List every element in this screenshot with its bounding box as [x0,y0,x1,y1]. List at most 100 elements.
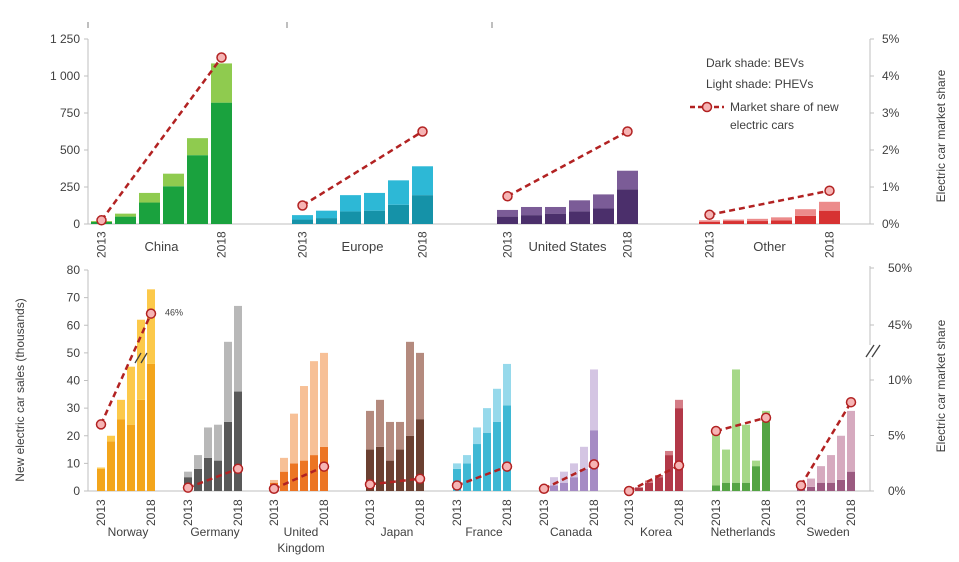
bar-bev-sweden [847,471,855,491]
top-y2-tick-label: 2% [882,143,900,157]
bottom-x-tick-label: 2013 [181,499,195,526]
bar-phev-norway [107,435,115,442]
bar-bev-norway [97,468,105,491]
share-line-china [100,56,223,222]
bar-phev-united-states [545,206,566,214]
bar-bev-france [493,421,501,491]
bar-phev-europe [292,215,313,220]
bar-bev-united-states [521,215,542,224]
legend-phev-text: Light shade: PHEVs [706,77,813,91]
share-marker [704,209,715,220]
top-x-tick-label: 2013 [296,231,310,258]
bottom-group-label: France [465,525,503,539]
bar-phev-norway [117,399,125,420]
bar-bev-united [280,471,288,491]
share-marker [318,461,330,472]
bar-phev-france [503,363,511,406]
share-line-europe [301,130,424,207]
bar-bev-norway [117,419,125,491]
bottom-y-tick-label: 70 [67,291,81,305]
bar-bev-sweden [807,486,815,491]
bar-phev-japan [396,421,404,450]
bottom-group-label: Netherlands [711,525,776,539]
bottom-y-tick-label: 80 [67,263,81,277]
bar-bev-korea [645,482,653,491]
bar-phev-korea [665,450,673,456]
top-y2-axis-title: Electric car market share [934,69,948,202]
share-line-norway [99,313,153,425]
bar-phev-netherlands [712,427,720,486]
bar-phev-other [819,201,840,211]
bar-phev-korea [635,487,643,488]
share-marker [232,463,244,475]
bar-bev-germany [224,421,232,491]
share-line-break-mark [140,352,148,364]
bar-phev-japan [376,399,384,447]
bar-phev-netherlands [722,449,730,483]
share-line-sweden [799,401,853,487]
bar-phev-japan [386,421,394,461]
share-marker [760,412,772,423]
bottom-y-tick-label: 50 [67,346,81,360]
top-x-tick-label: 2018 [621,231,635,258]
share-marker [268,483,280,495]
bar-bev-norway [107,441,115,491]
bottom-group-label: Korea [640,525,672,539]
bar-phev-united-states [497,209,518,217]
top-y2-tick-label: 1% [882,180,900,194]
bar-bev-europe [292,219,313,224]
bar-bev-france [503,405,511,491]
bar-phev-other [747,218,768,222]
top-y-tick-label: 500 [60,143,80,157]
bar-bev-germany [194,468,202,491]
bar-bev-japan [376,446,384,491]
bar-bev-netherlands [742,482,750,491]
bar-phev-norway [97,467,105,469]
bar-phev-sweden [847,410,855,472]
bar-phev-germany [224,341,232,422]
share-marker [216,52,227,63]
bar-phev-other [723,219,744,222]
bar-bev-korea [655,477,663,491]
share-marker [182,482,194,493]
bar-phev-canada [590,369,598,431]
bottom-x-tick-label: 2013 [94,499,108,526]
bar-bev-china [187,155,208,224]
bottom-x-tick-label: 2018 [500,499,514,526]
share-marker [95,419,107,430]
share-line-germany [187,467,239,489]
bar-bev-sweden [827,482,835,491]
bar-bev-europe [388,204,409,224]
bar-bev-germany [234,391,242,491]
bottom-y-tick-label: 20 [67,429,81,443]
bar-phev-united-states [569,200,590,212]
bar-phev-europe [364,192,385,211]
top-x-tick-label: 2018 [823,231,837,258]
bar-bev-japan [396,449,404,491]
share-marker [96,215,107,226]
bottom-group-label: Norway [108,525,149,539]
bar-bev-united-states [617,189,638,224]
top-x-tick-label: 2018 [215,231,229,258]
top-group-label: Europe [342,239,384,254]
bar-phev-united [310,361,318,456]
bottom-x-tick-label: 2013 [709,499,723,526]
share-line-japan [369,477,421,486]
legend-share-text-2: electric cars [730,118,794,132]
share-marker [623,485,635,497]
bar-phev-china [115,213,136,217]
share-marker [414,473,426,485]
bottom-y-tick-label: 0 [73,484,80,498]
share-annotation: 46% [165,308,183,318]
bottom-y2-tick-label: 45% [888,318,912,332]
top-y-tick-label: 1 000 [50,69,80,83]
bar-phev-japan [416,352,424,420]
bar-bev-canada [570,477,578,491]
bar-phev-france [493,388,501,422]
bottom-y-tick-label: 30 [67,401,81,415]
bar-bev-netherlands [722,482,730,491]
bottom-group-label: Germany [190,525,239,539]
bar-bev-sweden [837,479,845,491]
bottom-y-tick-label: 40 [67,374,81,388]
